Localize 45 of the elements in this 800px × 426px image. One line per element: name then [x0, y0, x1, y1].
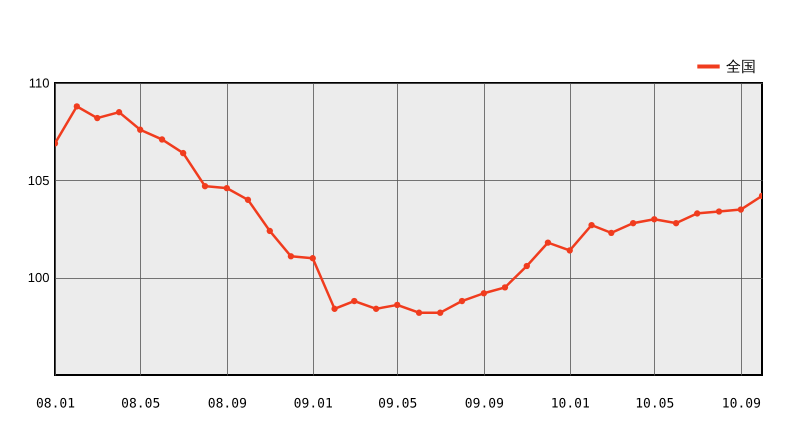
point: [608, 230, 614, 236]
point: [502, 284, 508, 291]
point: [416, 310, 422, 316]
point: [566, 247, 573, 254]
point: [716, 208, 722, 215]
point: [224, 184, 230, 192]
x-tick-label: 08.05: [121, 396, 160, 412]
x-tick-label: 08.09: [208, 396, 247, 412]
point: [244, 196, 252, 203]
point: [116, 109, 122, 116]
point: [266, 228, 273, 234]
x-tick-label: 09.01: [294, 396, 333, 412]
x-tick-label: 10.01: [550, 396, 590, 412]
x-tick-label: 09.09: [464, 396, 504, 412]
point: [74, 103, 80, 110]
y-tick-label: 100: [28, 270, 50, 286]
y-tick-label: 110: [28, 76, 50, 90]
point: [331, 306, 338, 312]
point: [651, 216, 658, 222]
point: [158, 136, 166, 143]
point: [372, 306, 380, 312]
point: [458, 298, 466, 304]
x-tick-label: 09.05: [378, 396, 418, 412]
legend-label: 全国: [726, 58, 756, 76]
point: [672, 220, 680, 226]
x-tick-label: 10.05: [635, 396, 674, 412]
point: [694, 210, 700, 217]
x-tick-label: 10.09: [722, 396, 761, 412]
point: [738, 206, 744, 213]
point: [288, 253, 294, 260]
point: [588, 222, 595, 228]
point: [351, 298, 358, 304]
point: [94, 114, 100, 122]
point: [202, 183, 208, 190]
point: [310, 255, 316, 262]
point: [437, 310, 444, 316]
point: [524, 262, 530, 270]
point: [480, 290, 488, 296]
point: [630, 220, 636, 226]
point: [180, 150, 186, 156]
y-tick-label: 105: [28, 172, 50, 188]
point: [544, 239, 552, 246]
x-tick-label: 08.01: [36, 396, 76, 412]
point: [137, 126, 144, 133]
point: [394, 302, 400, 308]
